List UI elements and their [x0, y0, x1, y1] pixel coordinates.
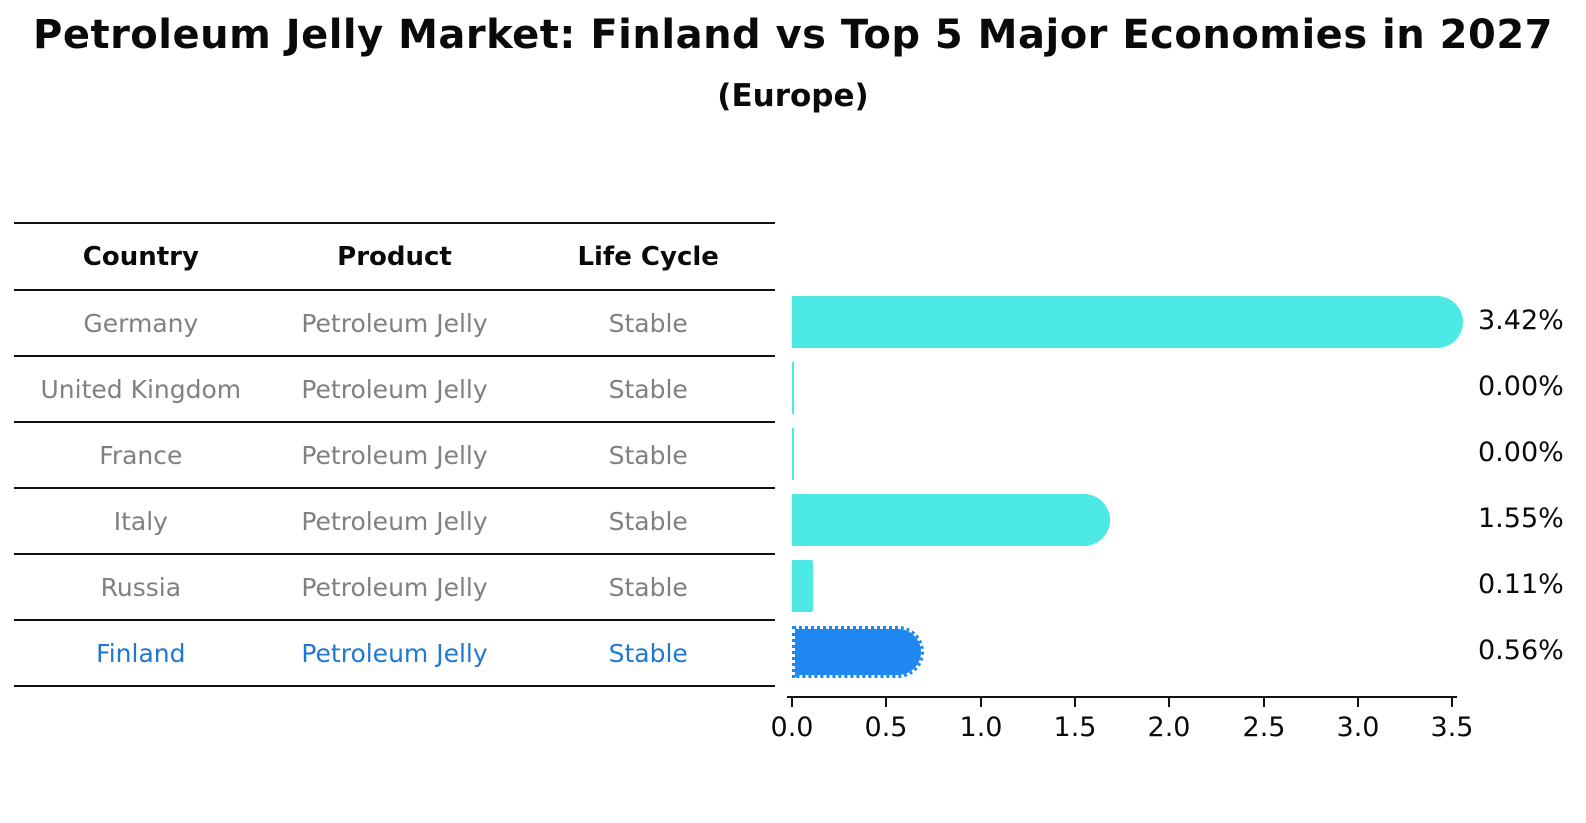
- x-tick: [1451, 698, 1453, 707]
- x-tick-label: 1.0: [959, 712, 1003, 743]
- x-tick: [1168, 698, 1170, 707]
- cell-product: Petroleum Jelly: [301, 440, 488, 470]
- bar-germany: [792, 296, 1463, 348]
- cell-country: Germany: [83, 308, 199, 338]
- cell-life-cycle: Stable: [608, 308, 688, 338]
- value-label-germany: 3.42%: [1478, 305, 1564, 336]
- cell-product: Petroleum Jelly: [301, 308, 488, 338]
- value-label-united-kingdom: 0.00%: [1478, 371, 1564, 402]
- bar-russia: [792, 560, 813, 612]
- value-label-italy: 1.55%: [1478, 503, 1564, 534]
- table-row-united-kingdom: United Kingdom Petroleum Jelly Stable: [14, 357, 775, 423]
- cell-country: Finland: [96, 638, 186, 668]
- bar-france: [792, 428, 794, 480]
- x-tick-label: 3.5: [1430, 712, 1474, 743]
- x-tick-label: 0.5: [864, 712, 908, 743]
- bar-italy: [792, 494, 1110, 546]
- chart-subtitle: (Europe): [717, 78, 869, 114]
- cell-life-cycle: Stable: [608, 374, 688, 404]
- x-tick: [1263, 698, 1265, 707]
- column-header-country: Country: [82, 241, 199, 272]
- table-row-italy: Italy Petroleum Jelly Stable: [14, 489, 775, 555]
- table-row-germany: Germany Petroleum Jelly Stable: [14, 291, 775, 357]
- country-table: Country Product Life Cycle Germany Petro…: [14, 222, 775, 687]
- value-label-russia: 0.11%: [1478, 569, 1564, 600]
- table-row-finland: Finland Petroleum Jelly Stable: [14, 621, 775, 687]
- cell-life-cycle: Stable: [608, 572, 688, 602]
- table-header-row: Country Product Life Cycle: [14, 224, 775, 291]
- cell-life-cycle: Stable: [608, 638, 688, 668]
- column-header-life-cycle: Life Cycle: [577, 241, 719, 272]
- x-tick: [1074, 698, 1076, 707]
- value-label-france: 0.00%: [1478, 437, 1564, 468]
- x-tick: [980, 698, 982, 707]
- cell-country: Italy: [113, 506, 168, 536]
- cell-country: Russia: [100, 572, 182, 602]
- x-tick-label: 0.0: [770, 712, 814, 743]
- x-tick-label: 2.0: [1147, 712, 1191, 743]
- cell-country: France: [99, 440, 183, 470]
- cell-life-cycle: Stable: [608, 440, 688, 470]
- column-header-product: Product: [337, 241, 452, 272]
- table-row-france: France Petroleum Jelly Stable: [14, 423, 775, 489]
- cell-product: Petroleum Jelly: [301, 374, 488, 404]
- bar-united-kingdom: [792, 362, 794, 414]
- value-label-finland: 0.56%: [1478, 635, 1564, 666]
- x-tick-label: 1.5: [1053, 712, 1097, 743]
- cell-country: United Kingdom: [40, 374, 242, 404]
- cell-product: Petroleum Jelly: [301, 638, 488, 668]
- bar-finland: [792, 626, 924, 678]
- x-tick-label: 3.0: [1336, 712, 1380, 743]
- x-tick: [791, 698, 793, 707]
- x-tick: [1357, 698, 1359, 707]
- table-row-russia: Russia Petroleum Jelly Stable: [14, 555, 775, 621]
- cell-product: Petroleum Jelly: [301, 572, 488, 602]
- cell-product: Petroleum Jelly: [301, 506, 488, 536]
- cell-life-cycle: Stable: [608, 506, 688, 536]
- chart-title: Petroleum Jelly Market: Finland vs Top 5…: [33, 12, 1553, 58]
- x-tick: [885, 698, 887, 707]
- x-tick-label: 2.5: [1242, 712, 1286, 743]
- x-axis: [787, 696, 1457, 698]
